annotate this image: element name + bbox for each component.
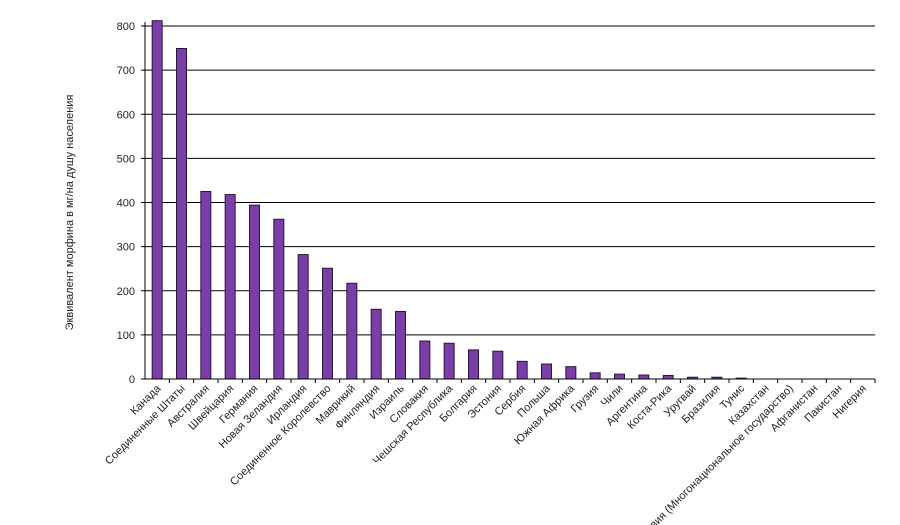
y-tick-label: 0 [129,374,135,386]
bar [492,350,504,380]
x-tick-label: Грузия [569,383,602,416]
bar [516,360,528,380]
bar [370,308,382,380]
bar [662,374,674,380]
bar [589,372,601,380]
y-tick-label: 100 [117,330,135,342]
bar [468,349,479,380]
bar [176,48,187,380]
y-axis-label: Эквивалент морфина в мг/на душу населени… [64,95,76,331]
bar [200,190,212,380]
gridlines [145,25,875,336]
y-tick-label: 800 [117,21,135,33]
y-tick-label: 200 [117,286,135,298]
bar [443,342,455,380]
bar [565,366,577,380]
bar [151,20,163,380]
bar [419,340,431,380]
bar [224,194,236,380]
bar [638,374,650,380]
bar [395,310,406,380]
bar [322,267,333,380]
bar [273,218,285,380]
y-tick-label: 600 [117,109,135,121]
y-tick-label: 400 [117,198,135,210]
y-tick-label: 700 [117,65,135,77]
y-axis: 0 100 200 300 400 500 600 700 800 [117,21,146,386]
bars [151,20,747,380]
bar [249,204,260,380]
bar [541,363,552,380]
bar [614,373,625,380]
y-tick-label: 500 [117,153,135,165]
y-tick-label: 300 [117,242,135,254]
bar [297,254,309,380]
bar [346,282,358,380]
